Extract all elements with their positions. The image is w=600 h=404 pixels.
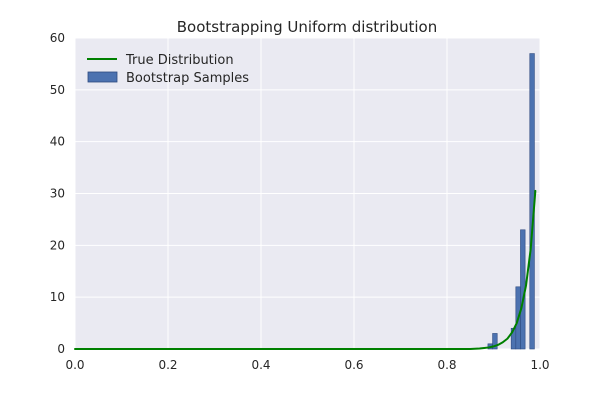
x-tick-label: 0.4 — [251, 358, 270, 372]
x-tick-label: 0.2 — [158, 358, 177, 372]
histogram-bar — [492, 333, 498, 350]
line-series — [74, 189, 537, 350]
x-tick-label: 1.0 — [530, 358, 549, 372]
axis-tick-labels: 0.0 0.2 0.4 0.6 0.8 1.0 0 10 20 30 40 50 60 — [50, 31, 550, 372]
true-distribution-line — [74, 189, 537, 350]
legend-label-bootstrap-samples: Bootstrap Samples — [126, 71, 249, 86]
y-tick-label: 60 — [50, 31, 65, 45]
x-tick-label: 0.6 — [344, 358, 363, 372]
legend-bar-swatch — [87, 71, 118, 83]
chart-title: Bootstrapping Uniform distribution — [177, 18, 437, 36]
y-tick-label: 10 — [50, 290, 65, 304]
y-tick-label: 0 — [57, 342, 65, 356]
y-tick-label: 50 — [50, 83, 65, 97]
y-tick-label: 30 — [50, 187, 65, 201]
grid-lines — [74, 37, 541, 350]
y-tick-label: 40 — [50, 135, 65, 149]
legend: True Distribution Bootstrap Samples — [87, 53, 249, 86]
x-tick-label: 0.8 — [437, 358, 456, 372]
legend-label-true-distribution: True Distribution — [125, 53, 234, 68]
x-tick-label: 0.0 — [65, 358, 84, 372]
y-tick-label: 20 — [50, 238, 65, 252]
